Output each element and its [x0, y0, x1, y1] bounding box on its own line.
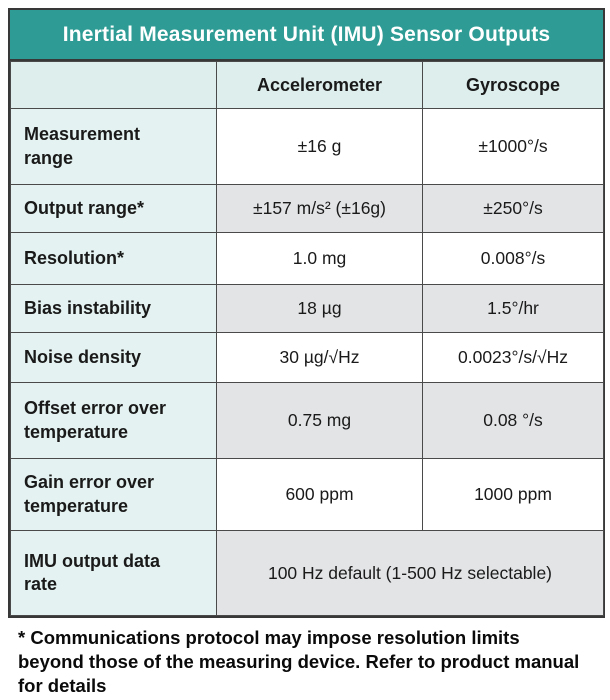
- table-row-gain-error: Gain error over temperature 600 ppm 1000…: [10, 458, 604, 531]
- gyroscope-value: ±1000°/s: [422, 108, 604, 185]
- spec-table: Accelerometer Gyroscope Measurement rang…: [10, 61, 604, 616]
- header-row: Accelerometer Gyroscope: [10, 61, 604, 109]
- footnote: * Communications protocol may impose res…: [18, 627, 580, 697]
- row-label: Offset error over temperature: [10, 382, 217, 459]
- gyroscope-value: 1000 ppm: [422, 458, 604, 531]
- table-row-measurement-range: Measurement range ±16 g ±1000°/s: [10, 108, 604, 185]
- table-row-output-range: Output range* ±157 m/s² (±16g) ±250°/s: [10, 184, 604, 233]
- accelerometer-value: ±16 g: [216, 108, 423, 185]
- gyroscope-value: 0.008°/s: [422, 232, 604, 285]
- row-label: Bias instability: [10, 284, 217, 333]
- row-label: Gain error over temperature: [10, 458, 217, 531]
- accelerometer-value: 600 ppm: [216, 458, 423, 531]
- row-label: Output range*: [10, 184, 217, 233]
- table-row-bias-instability: Bias instability 18 µg 1.5°/hr: [10, 284, 604, 333]
- gyroscope-value: 0.08 °/s: [422, 382, 604, 459]
- title-banner: Inertial Measurement Unit (IMU) Sensor O…: [10, 10, 603, 61]
- table-row-imu-output-data-rate: IMU output data rate 100 Hz default (1-5…: [10, 530, 604, 616]
- row-label: Measurement range: [10, 108, 217, 185]
- accelerometer-column-header: Accelerometer: [216, 61, 423, 109]
- imu-spec-table: Inertial Measurement Unit (IMU) Sensor O…: [8, 8, 605, 618]
- combined-value: 100 Hz default (1-500 Hz selectable): [216, 530, 604, 616]
- accelerometer-value: 1.0 mg: [216, 232, 423, 285]
- accelerometer-value: 18 µg: [216, 284, 423, 333]
- accelerometer-value: 0.75 mg: [216, 382, 423, 459]
- accelerometer-value: 30 µg/√Hz: [216, 332, 423, 383]
- accelerometer-value: ±157 m/s² (±16g): [216, 184, 423, 233]
- table-row-noise-density: Noise density 30 µg/√Hz 0.0023°/s/√Hz: [10, 332, 604, 383]
- page-title: Inertial Measurement Unit (IMU) Sensor O…: [62, 22, 551, 46]
- gyroscope-value: ±250°/s: [422, 184, 604, 233]
- row-label: IMU output data rate: [10, 530, 217, 616]
- gyroscope-column-header: Gyroscope: [422, 61, 604, 109]
- param-column-header: [10, 61, 217, 109]
- gyroscope-value: 1.5°/hr: [422, 284, 604, 333]
- table-row-resolution: Resolution* 1.0 mg 0.008°/s: [10, 232, 604, 285]
- row-label: Noise density: [10, 332, 217, 383]
- gyroscope-value: 0.0023°/s/√Hz: [422, 332, 604, 383]
- table-row-offset-error: Offset error over temperature 0.75 mg 0.…: [10, 382, 604, 459]
- row-label: Resolution*: [10, 232, 217, 285]
